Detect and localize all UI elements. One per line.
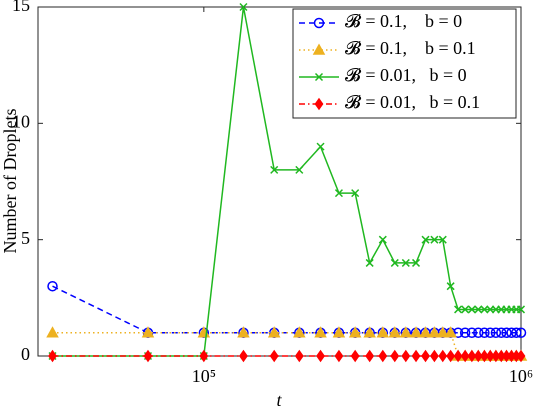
marker <box>401 258 410 267</box>
marker <box>474 305 483 314</box>
legend-label: 𝓑 = 0.1, b = 0.1 <box>345 38 476 58</box>
marker <box>473 327 484 338</box>
marker <box>460 349 470 363</box>
x-tick-label: 10⁵ <box>192 366 216 386</box>
marker <box>316 142 325 151</box>
marker <box>490 327 502 338</box>
marker <box>501 327 512 338</box>
marker <box>479 327 490 338</box>
marker <box>461 305 470 314</box>
marker <box>237 326 250 338</box>
marker <box>267 326 281 338</box>
marker <box>409 326 423 338</box>
y-tick-label: 0 <box>21 344 30 364</box>
marker <box>378 235 387 244</box>
marker <box>332 326 346 338</box>
marker <box>511 327 522 338</box>
marker <box>444 326 457 338</box>
marker <box>467 349 477 363</box>
legend-label: 𝓑 = 0.01, b = 0 <box>345 65 467 85</box>
marker <box>399 326 413 338</box>
marker <box>350 349 360 363</box>
marker <box>421 349 430 363</box>
legend-label: 𝓑 = 0.1, b = 0 <box>345 11 462 31</box>
marker <box>446 282 455 291</box>
marker <box>429 349 439 363</box>
marker <box>466 327 478 338</box>
marker <box>312 43 326 55</box>
marker <box>46 326 59 338</box>
marker <box>467 305 476 314</box>
marker <box>473 349 483 363</box>
marker <box>365 349 375 363</box>
marker <box>314 72 324 82</box>
marker <box>314 326 327 338</box>
marker <box>515 327 527 338</box>
y-tick-label: 15 <box>12 0 30 15</box>
marker <box>411 349 421 363</box>
marker <box>516 305 526 314</box>
marker <box>446 349 456 363</box>
marker <box>453 349 463 363</box>
marker <box>313 17 325 29</box>
marker <box>314 97 324 111</box>
plot-frame <box>37 6 522 357</box>
marker <box>348 326 362 338</box>
marker <box>480 305 489 314</box>
marker <box>485 349 495 363</box>
marker <box>388 326 402 338</box>
marker <box>378 349 388 363</box>
marker <box>479 349 489 363</box>
marker <box>47 280 58 292</box>
marker <box>365 258 374 267</box>
marker <box>316 349 325 363</box>
marker <box>438 235 447 244</box>
marker <box>294 349 304 363</box>
marker <box>270 165 279 174</box>
legend-box <box>292 8 517 119</box>
marker <box>334 189 343 198</box>
marker <box>239 349 248 363</box>
marker <box>459 327 471 338</box>
marker <box>428 326 441 338</box>
marker <box>239 2 248 12</box>
series-line <box>52 285 521 334</box>
x-tick-label: 10⁶ <box>509 366 533 386</box>
marker <box>143 349 153 363</box>
marker <box>390 258 399 267</box>
marker <box>390 349 400 363</box>
marker <box>438 349 448 363</box>
marker <box>454 305 463 314</box>
marker <box>293 326 306 338</box>
y-tick-label: 5 <box>21 228 30 248</box>
marker <box>363 326 376 338</box>
marker <box>430 235 439 244</box>
marker <box>199 349 209 363</box>
marker <box>485 327 496 338</box>
marker <box>496 327 507 338</box>
marker <box>351 189 360 198</box>
marker <box>436 326 450 338</box>
y-axis-label: Number of Droplets <box>0 109 20 254</box>
marker <box>48 349 57 363</box>
marker <box>295 165 304 174</box>
marker <box>376 326 390 338</box>
marker <box>411 258 421 267</box>
legend-label: 𝓑 = 0.01, b = 0.1 <box>345 92 480 112</box>
marker <box>334 349 344 363</box>
marker <box>269 349 279 363</box>
marker <box>419 326 432 338</box>
marker <box>516 349 526 363</box>
marker <box>421 235 430 244</box>
marker <box>141 326 155 338</box>
marker <box>401 349 411 363</box>
y-tick-label: 10 <box>12 111 30 131</box>
x-axis-label: t <box>276 390 282 410</box>
